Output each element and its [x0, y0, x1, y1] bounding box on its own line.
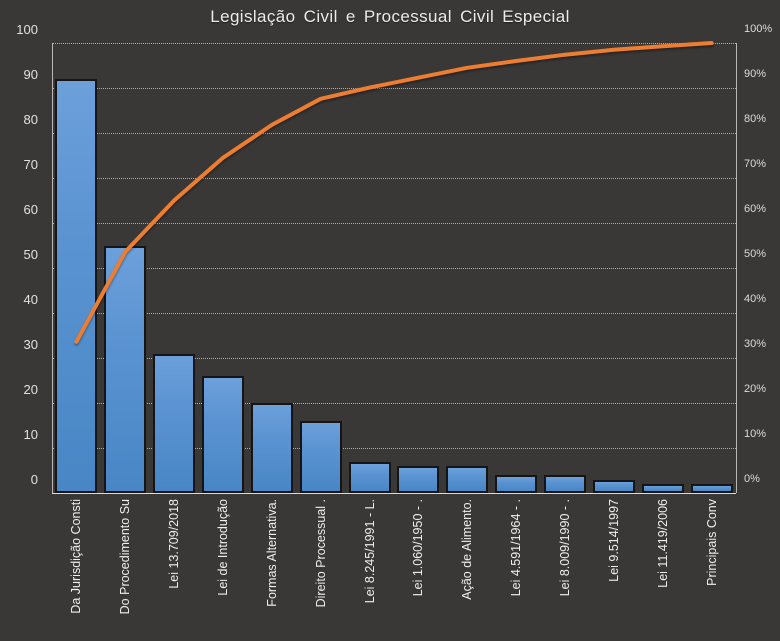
y-axis-left-tick-label: 10: [23, 427, 38, 442]
x-axis-category-label: Lei 8.009/1990 - .: [558, 499, 572, 597]
gridline: [52, 178, 736, 179]
y-axis-right-tick-label: 70%: [744, 158, 767, 170]
y-axis-left-tick-label: 90: [23, 67, 38, 82]
bar: [104, 245, 147, 493]
y-axis-right-tick-label: 100%: [744, 23, 773, 35]
y-axis-right-tick-label: 20%: [744, 383, 767, 395]
x-axis-category-label: Direito Processual .: [313, 499, 328, 608]
bar: [348, 461, 391, 493]
bar: [55, 79, 98, 493]
gridline: [52, 223, 736, 224]
bar: [397, 466, 440, 493]
bar: [250, 403, 293, 493]
y-axis-left-tick-label: 80: [23, 112, 38, 127]
x-axis-category-label: Lei 13.709/2018: [167, 499, 182, 589]
x-axis-category-label: Lei 8.245/1991 - L.: [362, 499, 377, 604]
gridline: [52, 358, 736, 359]
gridline: [52, 133, 736, 134]
x-axis-category-label: Lei de Introdução: [216, 499, 230, 596]
x-axis-category-label: Principais Conv: [704, 499, 719, 586]
y-axis-left-tick-label: 100: [16, 22, 38, 37]
gridline: [52, 448, 736, 449]
plot-left-border: [52, 43, 53, 493]
y-axis-left-tick-label: 40: [23, 292, 38, 307]
x-axis-category-label: Lei 4.591/1964 - .: [509, 499, 524, 597]
gridline: [52, 403, 736, 404]
y-axis-right-tick-label: 10%: [744, 428, 767, 440]
y-axis-left-tick-label: 30: [23, 337, 38, 352]
y-axis-right-tick-label: 30%: [744, 338, 767, 350]
x-axis-category-label: Do Procedimento Su: [118, 499, 133, 615]
bar: [641, 484, 684, 493]
y-axis-right-tick-label: 90%: [744, 68, 767, 80]
x-axis-line: [52, 493, 736, 494]
bar: [299, 421, 342, 493]
y-axis-left-tick-label: 60: [23, 202, 38, 217]
bar: [202, 376, 244, 493]
chart-title: Legislação Civil e Processual Civil Espe…: [210, 7, 570, 26]
bar: [592, 479, 635, 493]
x-axis-category-label: Ação de Alimento.: [460, 499, 475, 600]
bar: [690, 484, 733, 493]
cumulative-percentage-line: [74, 41, 714, 344]
y-axis-right-tick-label: 0%: [744, 473, 760, 485]
gridline: [52, 43, 736, 44]
y-axis-left-tick-label: 20: [23, 382, 38, 397]
y-axis-right-tick-label: 80%: [744, 113, 767, 125]
bar: [153, 353, 196, 493]
y-axis-right-tick-label: 50%: [744, 248, 767, 260]
x-axis-category-label: Lei 9.514/1997: [606, 499, 621, 582]
y-axis-left-tick-label: 0: [30, 472, 38, 487]
x-axis-category-label: Da Jurisdição Consti: [69, 499, 84, 614]
x-axis-category-label: Lei 11.419/2006: [655, 499, 670, 588]
y-axis-right-tick-label: 60%: [744, 203, 767, 215]
gridline: [52, 88, 736, 89]
y-axis-left-tick-label: 70: [23, 157, 38, 172]
x-axis-category-label: Lei 1.060/1950 - .: [411, 499, 426, 597]
bar: [544, 475, 586, 493]
gridline: [52, 313, 736, 314]
bar: [495, 475, 538, 493]
gridline: [52, 268, 736, 269]
x-axis-category-label: Formas Alternativa.: [264, 499, 279, 607]
bar: [446, 466, 489, 493]
y-axis-right-tick-label: 40%: [744, 293, 767, 305]
y-axis-left-tick-label: 50: [23, 247, 38, 262]
plot-right-border: [736, 43, 737, 493]
